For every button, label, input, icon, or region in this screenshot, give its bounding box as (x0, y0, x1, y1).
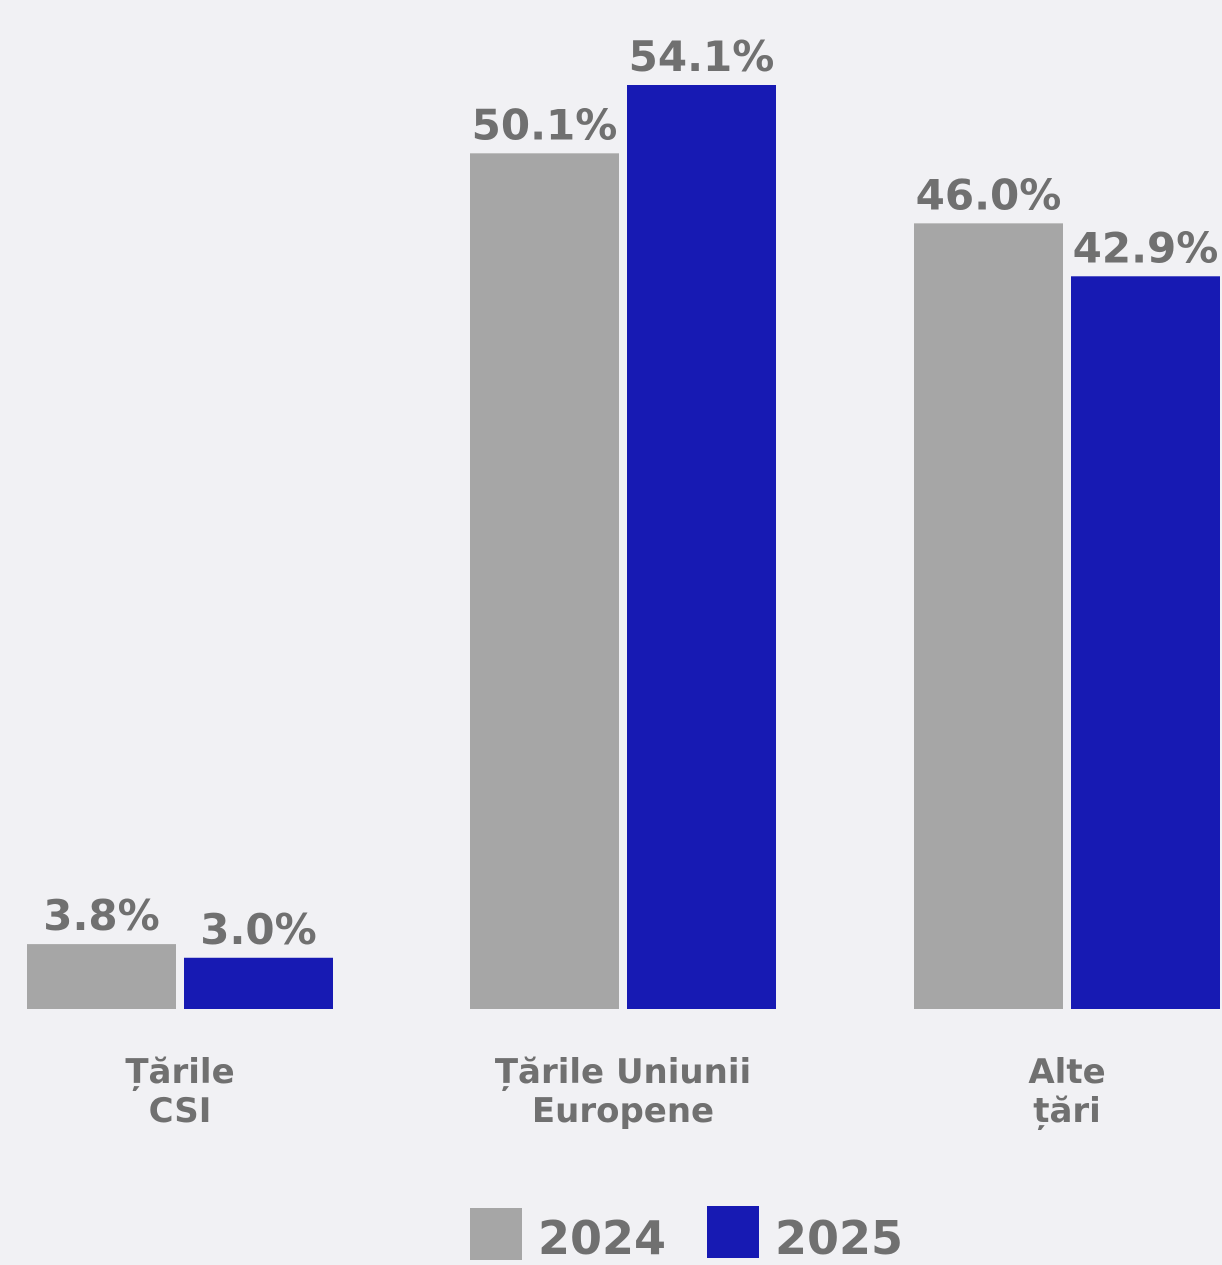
legend: 2024 2025 (470, 1206, 903, 1265)
bar-2025-1 (627, 85, 776, 1009)
category-label-0: Țările CSI (125, 1052, 234, 1131)
value-label-2024-2: 46.0% (916, 170, 1062, 219)
value-labels-group: 3.8% 3.0% 50.1%54.1% 46.0%42.9% (43, 32, 1218, 954)
value-label-2025-1: 54.1% (629, 32, 775, 81)
legend-label-2025: 2025 (775, 1211, 903, 1265)
bar-2024-1 (470, 153, 619, 1009)
bar-2024-2 (914, 223, 1063, 1009)
value-label-2024-0: 3.8% (43, 891, 159, 940)
category-label-line: Țările Uniunii (495, 1052, 751, 1092)
category-label-2: Alte țări (1028, 1052, 1105, 1131)
category-label-line: țări (1033, 1091, 1101, 1131)
category-label-line: Țările (125, 1052, 234, 1092)
category-labels-group: Țările CSI Țările Uniunii Europene Alte țări (125, 1052, 1105, 1131)
value-label-2025-2: 42.9% (1073, 223, 1219, 272)
bars-group (27, 85, 1220, 1010)
bar-2024-0 (27, 944, 176, 1009)
category-label-line: Alte (1028, 1052, 1105, 1092)
legend-swatch-2024 (470, 1208, 522, 1260)
legend-swatch-2025 (707, 1206, 759, 1258)
value-label-2025-0: 3.0% (200, 905, 316, 954)
legend-label-2024: 2024 (538, 1211, 666, 1265)
category-label-line: Europene (532, 1091, 714, 1131)
bar-2025-2 (1071, 276, 1220, 1010)
bar-2025-0 (184, 957, 333, 1009)
category-label-line: CSI (149, 1091, 212, 1131)
value-label-2024-1: 50.1% (472, 100, 618, 149)
category-label-1: Țările Uniunii Europene (495, 1052, 751, 1131)
